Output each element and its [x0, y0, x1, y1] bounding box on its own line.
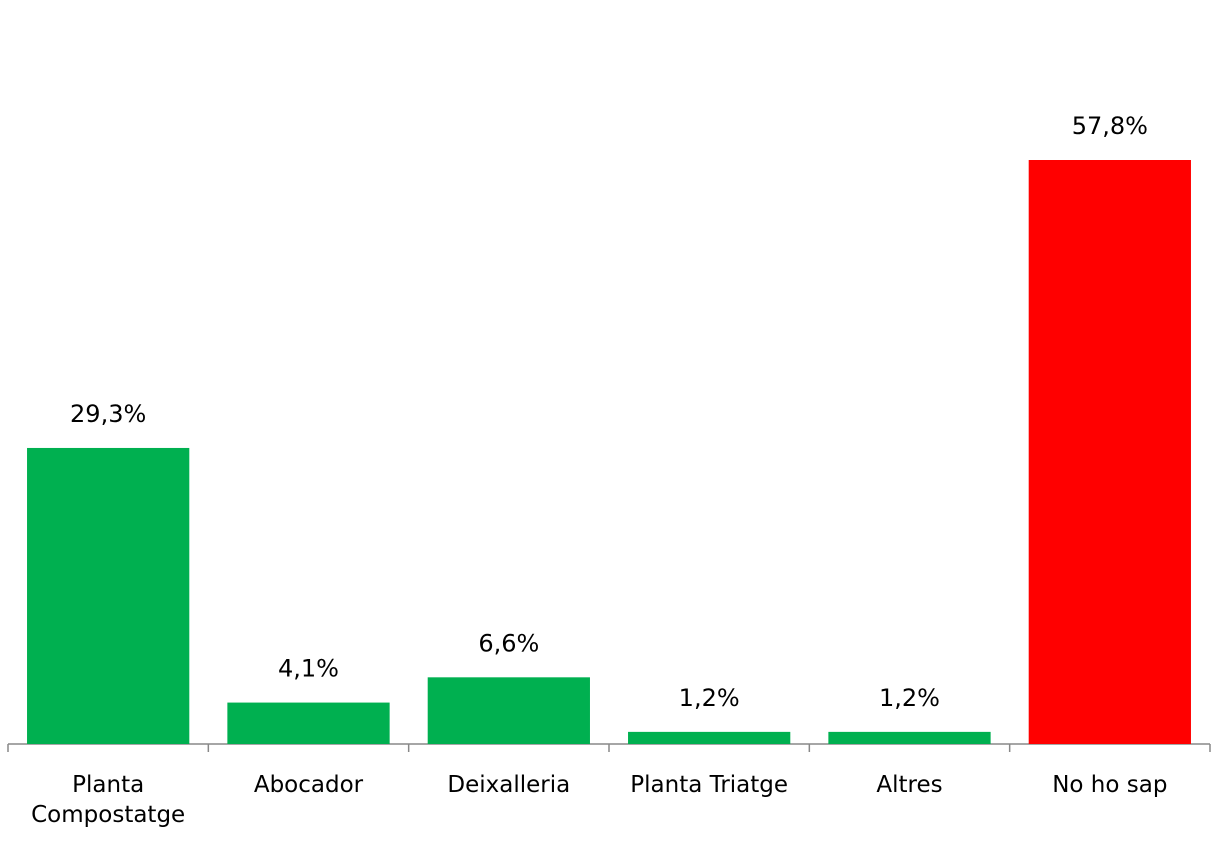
bar [427, 677, 590, 744]
x-tick-label: Altres [876, 772, 943, 798]
bar [27, 447, 190, 744]
bar [828, 731, 991, 744]
x-tick-label: Planta Compostatge [31, 772, 186, 828]
value-label: 1,2% [879, 684, 940, 712]
value-label: 57,8% [1072, 112, 1148, 140]
value-label: 6,6% [478, 629, 539, 657]
value-label: 29,3% [70, 400, 146, 428]
bar [628, 731, 791, 744]
x-tick-label: No ho sap [1052, 772, 1168, 798]
value-label: 1,2% [679, 684, 740, 712]
value-label: 4,1% [278, 655, 339, 683]
bar [1028, 160, 1191, 744]
x-tick-label: Planta Triatge [630, 772, 789, 798]
x-tick-label: Deixalleria [447, 772, 571, 798]
bar [227, 702, 390, 744]
x-tick-label: Abocador [253, 772, 364, 798]
